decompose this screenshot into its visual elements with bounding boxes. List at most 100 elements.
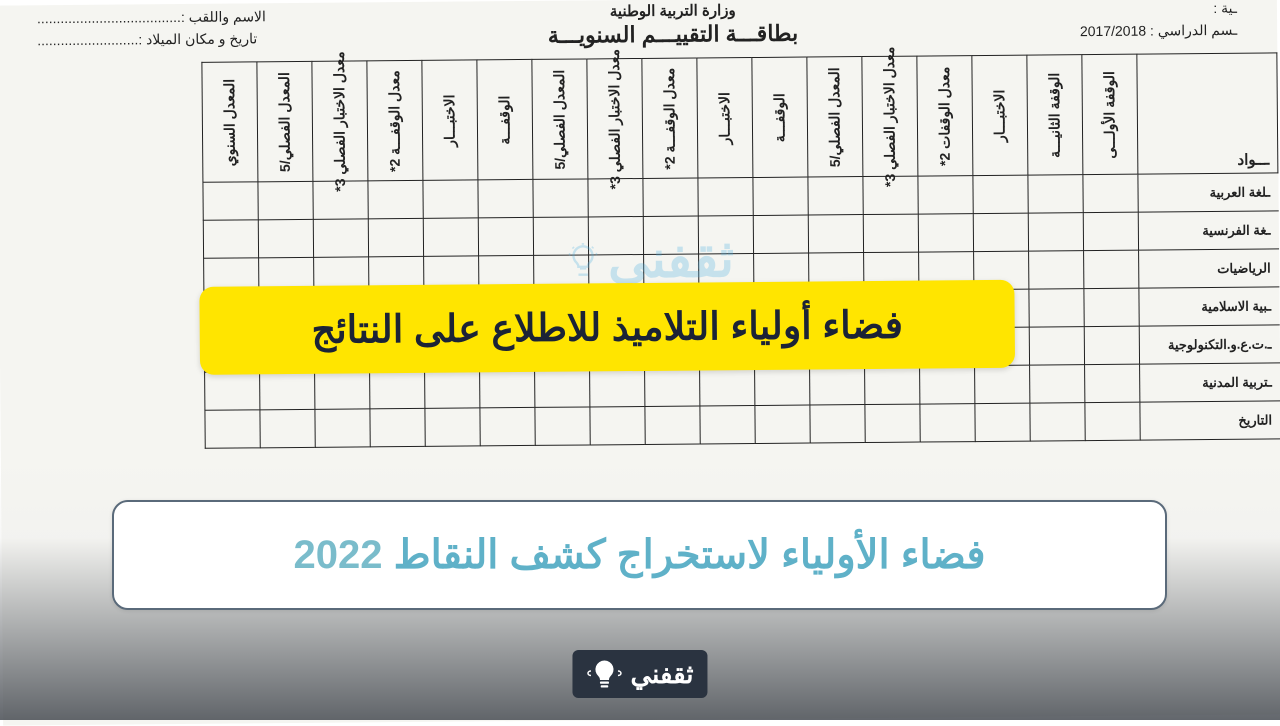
grade-cell — [423, 180, 478, 218]
grade-cell — [480, 369, 535, 407]
grade-cell — [1085, 364, 1140, 402]
grade-cell — [920, 366, 975, 404]
grade-cell — [260, 371, 315, 409]
document-background: ـية : ـسم الدراسي : 2017/2018 وزارة التر… — [0, 0, 1280, 726]
subject-cell: الرياضيات — [1139, 249, 1279, 288]
grade-cell — [203, 182, 258, 220]
col-header: الوقفة الأولـــى — [1082, 54, 1138, 174]
grade-cell — [1028, 175, 1083, 213]
grade-cell — [590, 368, 645, 406]
col-header: الاختبـــار — [972, 55, 1028, 175]
col-header: الوقفـــة — [477, 59, 533, 179]
grade-cell — [863, 214, 918, 252]
subject-cell: ـغة الفرنسية — [1138, 211, 1278, 250]
col-header: الاختبـــار — [697, 58, 753, 178]
subject-cell: التاريخ — [1140, 401, 1280, 440]
col-header: معدل الاختبار الفصلي 3* — [312, 61, 368, 181]
grade-cell — [368, 180, 423, 218]
grade-cell — [920, 404, 975, 442]
grade-cell — [425, 408, 480, 446]
grade-cell — [478, 217, 533, 255]
grade-cell — [975, 365, 1030, 403]
grade-cell — [808, 215, 863, 253]
grade-cell — [368, 218, 423, 256]
grade-cell — [700, 368, 755, 406]
grade-cell — [1028, 213, 1083, 251]
grade-cell — [590, 406, 645, 444]
academic-year-label: ـسم الدراسي : 2017/2018 — [1080, 19, 1237, 43]
grade-cell — [753, 177, 808, 215]
form-header: ـية : ـسم الدراسي : 2017/2018 وزارة التر… — [37, 0, 1237, 60]
grade-cell — [865, 404, 920, 442]
grade-cell — [260, 409, 315, 447]
grade-cell — [808, 177, 863, 215]
col-header: الوقفة الثانيـــة — [1027, 55, 1083, 175]
header-left-block: الاسم واللقب :..........................… — [37, 5, 266, 52]
header-right-block: ـية : ـسم الدراسي : 2017/2018 — [1080, 0, 1238, 43]
grade-cell — [1084, 288, 1139, 326]
grade-cell — [535, 407, 590, 445]
card-title: بطاقـــة التقييـــم السنويـــة — [266, 18, 1080, 51]
grade-cell — [975, 403, 1030, 441]
name-field-label: الاسم واللقب :..........................… — [37, 5, 266, 29]
grade-cell — [1029, 327, 1084, 365]
subject-cell: ـ.ت.ع.و.التكنولوجية — [1139, 325, 1279, 364]
col-header: معدل الوقفـــة 2* — [642, 58, 698, 178]
evaluation-table: ـــواد الوقفة الأولـــى الوقفة الثانيـــ… — [201, 52, 1280, 448]
grade-cell — [258, 181, 313, 219]
grade-cell — [755, 367, 810, 405]
grade-cell — [535, 369, 590, 407]
col-header: المعدل الفصلي/5 — [807, 57, 863, 177]
grade-cell — [425, 370, 480, 408]
subject-cell: ـتربية المدنية — [1140, 363, 1280, 402]
grade-cell — [1084, 250, 1139, 288]
school-label: ـية : — [1080, 0, 1237, 21]
grade-cell — [370, 370, 425, 408]
grade-cell — [313, 219, 368, 257]
bulb-icon — [564, 234, 602, 286]
grade-cell — [645, 406, 700, 444]
grade-cell — [370, 408, 425, 446]
col-header: معدل الوقفـــة 2* — [367, 60, 423, 180]
grade-cell — [1083, 174, 1138, 212]
header-center-block: وزارة التربية الوطنية بطاقـــة التقييـــ… — [266, 0, 1080, 51]
col-header: الوقفـــة — [752, 57, 808, 177]
subjects-header: ـــواد — [1137, 53, 1278, 174]
col-header: المعدل الفصلي/5 — [257, 61, 313, 181]
caption-main: فضاء الأولياء لاستخراج كشف النقاط — [394, 533, 986, 577]
yellow-banner-text: فضاء أولياء التلاميذ للاطلاع على النتائج — [311, 302, 903, 352]
table-row: التاريخ — [205, 401, 1280, 448]
yellow-banner: فضاء أولياء التلاميذ للاطلاع على النتائج — [199, 280, 1015, 375]
col-header: المعدل الفصلي/5 — [532, 59, 588, 179]
grade-cell — [205, 410, 260, 448]
grade-cell — [755, 405, 810, 443]
col-header: معدل الوقفات 2* — [917, 56, 973, 176]
grade-cell — [258, 219, 313, 257]
grade-cell — [478, 179, 533, 217]
col-header: الاختبـــار — [422, 60, 478, 180]
col-header: معدل الاختبار الفصلي 3* — [862, 56, 918, 176]
grade-cell — [865, 366, 920, 404]
grade-cell — [973, 213, 1028, 251]
caption-text: فضاء الأولياء لاستخراج كشف النقاط 2022 — [294, 532, 986, 578]
grade-cell — [810, 367, 865, 405]
grade-cell — [1084, 326, 1139, 364]
grade-cell — [1083, 212, 1138, 250]
col-header: المعدل السنوي — [202, 62, 258, 182]
col-header: معدل الاختبار الفصلي 3* — [587, 58, 643, 178]
footer-logo: ثقفني — [572, 650, 707, 698]
caption-box: فضاء الأولياء لاستخراج كشف النقاط 2022 — [112, 500, 1167, 610]
grade-cell — [1029, 289, 1084, 327]
grade-cell — [205, 372, 260, 410]
grade-cell — [1030, 403, 1085, 441]
grade-cell — [423, 218, 478, 256]
footer-logo-text: ثقفني — [630, 659, 693, 690]
grade-cell — [918, 176, 973, 214]
caption-year: 2022 — [294, 533, 383, 577]
grade-cell — [700, 405, 755, 443]
subject-cell: ـلغة العربية — [1138, 173, 1278, 212]
grade-cell — [203, 220, 258, 258]
grade-cell — [973, 175, 1028, 213]
grade-cell — [810, 405, 865, 443]
grade-cell — [1085, 402, 1140, 440]
